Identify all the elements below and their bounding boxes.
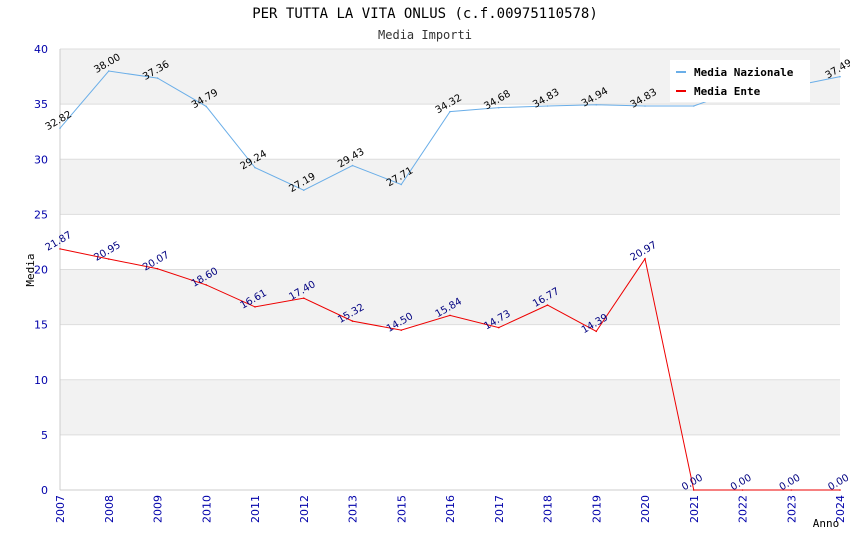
y-tick-label: 0	[41, 484, 48, 497]
y-axis-title: Media	[24, 253, 37, 286]
data-point	[302, 189, 305, 192]
y-tick-labels: 0 5 10 15 20 25 30 35 40	[34, 43, 48, 497]
y-tick-label: 10	[34, 374, 48, 387]
data-point	[449, 110, 451, 113]
plot-band	[60, 324, 840, 380]
x-tick-label: 2008	[103, 495, 116, 523]
y-tick-label: 5	[41, 429, 48, 442]
data-point	[546, 304, 549, 306]
plot-band	[60, 214, 840, 270]
legend-box	[670, 60, 810, 102]
y-tick-label: 35	[34, 98, 48, 111]
x-tick-label: 2020	[639, 495, 652, 523]
data-point	[595, 330, 598, 333]
plot-background	[60, 49, 840, 490]
data-point	[790, 489, 793, 491]
data-point	[839, 75, 841, 78]
x-tick-label: 2018	[542, 495, 555, 523]
data-point	[351, 320, 354, 322]
legend-label: Media Ente	[694, 85, 761, 98]
data-point	[254, 306, 256, 308]
x-tick-label: 2017	[493, 495, 506, 523]
chart-subtitle: Media Importi	[378, 28, 472, 42]
legend: Media Nazionale Media Ente	[670, 60, 810, 102]
plot-band	[60, 104, 840, 160]
x-tick-label: 2016	[444, 495, 457, 523]
x-tick-label: 2009	[152, 495, 165, 523]
x-tick-label: 2010	[200, 495, 213, 523]
x-tick-label: 2021	[688, 495, 701, 523]
y-tick-label: 15	[34, 319, 48, 332]
data-point	[449, 314, 451, 317]
data-point	[205, 284, 208, 286]
data-point	[546, 105, 549, 107]
x-tick-label: 2022	[737, 495, 750, 523]
data-point	[59, 127, 61, 129]
data-point	[400, 183, 403, 186]
x-tick-label: 2007	[54, 495, 67, 523]
x-tick-label: 2023	[785, 495, 798, 523]
plot-band	[60, 434, 840, 490]
data-point	[156, 267, 159, 270]
x-tick-label: 2011	[249, 495, 262, 523]
data-point	[595, 103, 598, 106]
y-tick-label: 20	[34, 264, 48, 277]
data-point	[351, 164, 354, 167]
legend-label: Media Nazionale	[694, 66, 794, 79]
x-tick-label: 2019	[590, 495, 603, 523]
data-point	[254, 166, 256, 169]
x-tick-label: 2015	[395, 495, 408, 523]
data-point	[302, 297, 305, 299]
data-point	[107, 258, 110, 260]
data-point	[205, 105, 208, 108]
data-point	[741, 489, 744, 491]
x-tick-label: 2013	[347, 495, 360, 523]
data-point	[107, 70, 110, 72]
plot-band	[60, 379, 840, 435]
y-tick-label: 25	[34, 208, 48, 221]
x-tick-labels: 2007 2008 2009 2010 2011 2012 2013 2015 2016 2017…	[54, 495, 847, 523]
data-point	[692, 489, 695, 491]
data-point	[59, 248, 61, 250]
x-tick-label: 2012	[298, 495, 311, 523]
plot-band	[60, 159, 840, 215]
y-tick-label: 40	[34, 43, 48, 56]
data-point	[839, 489, 841, 491]
x-axis-title: Anno	[813, 517, 840, 530]
plot-band	[60, 269, 840, 325]
data-point	[692, 105, 695, 107]
data-point	[497, 106, 500, 109]
y-tick-label: 30	[34, 153, 48, 166]
data-point	[644, 258, 646, 260]
chart-title: PER TUTTA LA VITA ONLUS (c.f.00975110578…	[252, 6, 598, 22]
x-tick-label: 2024	[834, 495, 847, 523]
data-point	[400, 329, 403, 331]
data-point	[497, 326, 500, 329]
data-point	[644, 105, 646, 107]
data-point	[156, 77, 159, 79]
